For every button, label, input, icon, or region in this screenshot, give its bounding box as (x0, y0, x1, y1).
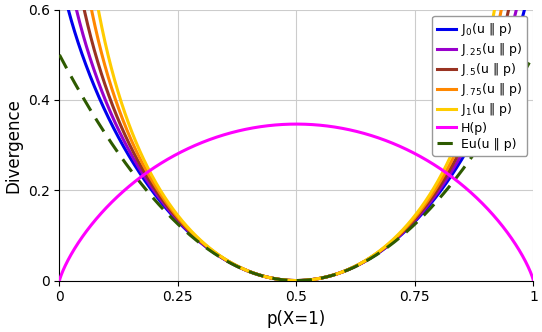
J$_{.5}$(u ‖ p) (293, 279, 300, 283)
J$_{.75}$(u ‖ p) (293, 279, 300, 283)
J$_{.25}$(u ‖ p) (138, 170, 145, 174)
Line: J$_{.5}$(u ‖ p): J$_{.5}$(u ‖ p) (60, 0, 533, 281)
J$_1$(u ‖ p) (238, 266, 244, 270)
J$_1$(u ‖ p) (470, 95, 476, 99)
Eu(u ‖ p) (138, 182, 145, 186)
H(p) (530, 279, 537, 283)
H(p) (293, 122, 300, 126)
Eu(u ‖ p) (259, 274, 265, 278)
J$_{.5}$(u ‖ p) (110, 106, 117, 110)
J$_{.25}$(u ‖ p) (238, 266, 244, 270)
Line: J$_{.25}$(u ‖ p): J$_{.25}$(u ‖ p) (60, 0, 533, 281)
X-axis label: p(X=1): p(X=1) (267, 310, 326, 328)
J$_0$(u ‖ p) (470, 137, 476, 141)
J$_{.75}$(u ‖ p) (470, 109, 476, 113)
J$_0$(u ‖ p) (238, 266, 244, 270)
Line: H(p): H(p) (60, 124, 533, 281)
J$_{.25}$(u ‖ p) (470, 130, 476, 134)
Y-axis label: Divergence: Divergence (4, 98, 22, 193)
H(p) (259, 124, 265, 128)
H(p) (110, 199, 117, 203)
J$_0$(u ‖ p) (521, 9, 527, 13)
J$_{.25}$(u ‖ p) (110, 117, 117, 121)
J$_{.75}$(u ‖ p) (238, 266, 244, 270)
Line: Eu(u ‖ p): Eu(u ‖ p) (60, 55, 533, 281)
J$_{.5}$(u ‖ p) (259, 274, 265, 278)
Eu(u ‖ p) (521, 70, 527, 74)
H(p) (521, 257, 527, 261)
H(p) (470, 193, 476, 197)
J$_0$(u ‖ p) (293, 279, 300, 283)
H(p) (56, 279, 63, 283)
Line: J$_1$(u ‖ p): J$_1$(u ‖ p) (60, 0, 533, 281)
Eu(u ‖ p) (470, 153, 476, 157)
Eu(u ‖ p) (110, 144, 117, 148)
J$_{.25}$(u ‖ p) (293, 279, 300, 283)
J$_0$(u ‖ p) (259, 274, 265, 278)
J$_{.5}$(u ‖ p) (138, 165, 145, 169)
J$_1$(u ‖ p) (110, 74, 117, 78)
Eu(u ‖ p) (530, 53, 537, 57)
Eu(u ‖ p) (293, 279, 300, 283)
J$_0$(u ‖ p) (110, 126, 117, 130)
J$_{.75}$(u ‖ p) (259, 274, 265, 278)
J$_{.75}$(u ‖ p) (138, 160, 145, 164)
Eu(u ‖ p) (56, 53, 63, 57)
H(p) (138, 174, 145, 178)
J$_1$(u ‖ p) (293, 279, 300, 283)
H(p) (238, 128, 244, 132)
J$_1$(u ‖ p) (259, 274, 265, 278)
Legend: J$_0$(u ‖ p), J$_{.25}$(u ‖ p), J$_{.5}$(u ‖ p), J$_{.75}$(u ‖ p), J$_1$(u ‖ p),: J$_0$(u ‖ p), J$_{.25}$(u ‖ p), J$_{.5}$… (433, 16, 527, 156)
J$_{.5}$(u ‖ p) (470, 121, 476, 125)
J$_0$(u ‖ p) (138, 174, 145, 178)
J$_{.5}$(u ‖ p) (238, 266, 244, 270)
J$_{.25}$(u ‖ p) (259, 274, 265, 278)
J$_{.75}$(u ‖ p) (110, 92, 117, 96)
Eu(u ‖ p) (238, 266, 244, 270)
Line: J$_{.75}$(u ‖ p): J$_{.75}$(u ‖ p) (60, 0, 533, 281)
J$_1$(u ‖ p) (138, 153, 145, 157)
Line: J$_0$(u ‖ p): J$_0$(u ‖ p) (60, 0, 533, 281)
